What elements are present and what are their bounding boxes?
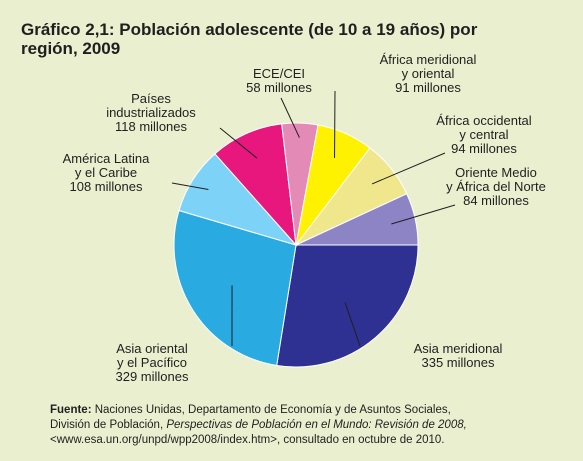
slice-label-ece-cei: ECE/CEI 58 millones bbox=[246, 66, 312, 95]
leader-line-america-latina-caribe bbox=[171, 182, 209, 190]
pie-slice-paises-industrializados bbox=[214, 123, 297, 247]
leader-line-ece-cei bbox=[280, 97, 300, 138]
chart-title: Gráfico 2,1: Población adolescente (de 1… bbox=[21, 20, 478, 58]
slice-label-africa-occidental-central: África occidental y central 94 millones bbox=[436, 113, 531, 156]
leader-line-paises-industrializados bbox=[219, 127, 258, 159]
pie-slice-asia-oriental-pacifico bbox=[173, 209, 297, 367]
slice-label-paises-industrializados: Países industrializados 118 millones bbox=[106, 91, 196, 134]
source-text-3: <www.esa.un.org/unpd/wpp2008/index.htm>,… bbox=[50, 434, 445, 446]
source-italic: Perspectivas de Población en el Mundo: R… bbox=[166, 419, 467, 431]
leader-line-oriente-medio-africa-norte bbox=[391, 204, 456, 225]
slice-label-america-latina-caribe: América Latina y el Caribe 108 millones bbox=[63, 151, 150, 194]
slice-label-oriente-medio-africa-norte: Oriente Medio y África del Norte 84 millon… bbox=[446, 165, 546, 208]
slice-label-africa-meridional-oriental: África meridional y oriental 91 millones bbox=[380, 52, 477, 95]
pie-slice-asia-meridional bbox=[276, 244, 419, 368]
source-text-1: Naciones Unidas, Departamento de Economí… bbox=[91, 404, 451, 416]
leader-line-africa-occidental-central bbox=[371, 152, 446, 185]
source-label: Fuente: bbox=[50, 404, 92, 416]
leader-line-asia-meridional bbox=[344, 302, 361, 347]
source-note: Fuente: Naciones Unidas, Departamento de… bbox=[50, 403, 570, 448]
slice-label-asia-meridional: Asia meridional 335 millones bbox=[414, 341, 503, 370]
slice-label-asia-oriental-pacifico: Asia oriental y el Pacífico 329 millones bbox=[116, 341, 189, 384]
source-text-2: División de Población, bbox=[50, 419, 167, 431]
pie-slice-oriente-medio-africa-norte bbox=[295, 193, 419, 246]
